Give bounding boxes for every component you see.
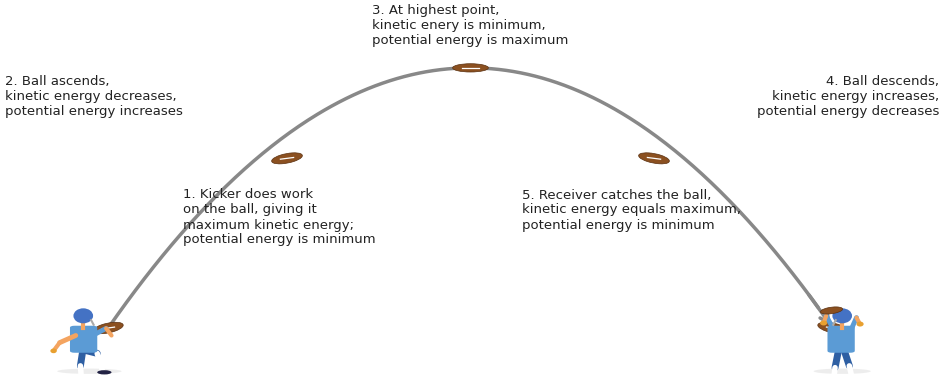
Ellipse shape [820, 320, 827, 325]
Ellipse shape [97, 370, 112, 374]
Text: 4. Ball descends,
kinetic energy increases,
potential energy decreases: 4. Ball descends, kinetic energy increas… [757, 75, 939, 118]
Ellipse shape [814, 369, 870, 374]
Ellipse shape [93, 322, 123, 334]
Ellipse shape [272, 153, 302, 164]
Text: 2. Ball ascends,
kinetic energy decreases,
potential energy increases: 2. Ball ascends, kinetic energy decrease… [5, 75, 183, 118]
Ellipse shape [453, 64, 488, 72]
Ellipse shape [73, 308, 93, 323]
Ellipse shape [57, 369, 121, 374]
Ellipse shape [639, 153, 669, 164]
Ellipse shape [51, 349, 56, 353]
Text: 1. Kicker does work
on the ball, giving it
maximum kinetic energy;
potential ene: 1. Kicker does work on the ball, giving … [183, 188, 376, 247]
Ellipse shape [833, 308, 852, 323]
Ellipse shape [821, 307, 842, 314]
FancyBboxPatch shape [70, 326, 97, 353]
FancyBboxPatch shape [827, 326, 854, 353]
Ellipse shape [856, 322, 864, 326]
Text: 3. At highest point,
kinetic enery is minimum,
potential energy is maximum: 3. At highest point, kinetic enery is mi… [373, 4, 568, 47]
Text: 5. Receiver catches the ball,
kinetic energy equals maximum,
potential energy is: 5. Receiver catches the ball, kinetic en… [522, 188, 742, 231]
Ellipse shape [818, 322, 848, 334]
